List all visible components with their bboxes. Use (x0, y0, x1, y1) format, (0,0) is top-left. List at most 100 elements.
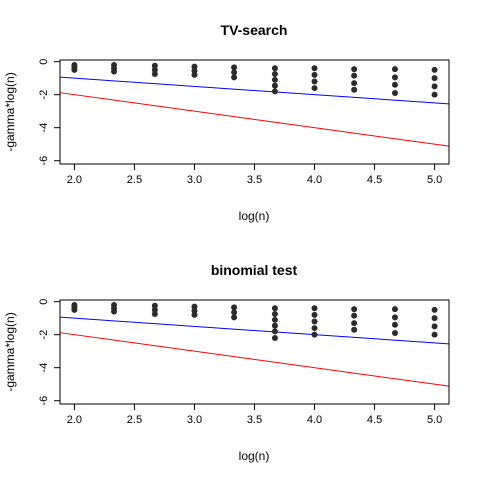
red-reference-line (59, 92, 450, 147)
data-point (431, 83, 438, 90)
data-point (311, 325, 318, 332)
blue-reference-line (59, 76, 450, 105)
data-point (431, 315, 438, 322)
data-point (231, 309, 238, 316)
data-point (231, 314, 238, 321)
data-points (71, 301, 438, 341)
data-point (351, 320, 358, 327)
x-tick-label: 5.0 (427, 414, 442, 426)
x-axis-label: log(n) (239, 449, 270, 463)
data-point (391, 66, 398, 73)
data-point (271, 316, 278, 323)
red-reference-line (59, 332, 450, 387)
y-tick-label: -6 (38, 156, 50, 166)
x-tick-label: 3.0 (187, 174, 202, 186)
data-point (391, 74, 398, 81)
data-point (351, 66, 358, 73)
panel-binomial-test: binomial test log(n) -gamma*log(n) 2.0 2.… (3, 262, 450, 463)
data-point (271, 71, 278, 78)
y-tick-label: -4 (38, 123, 50, 133)
data-point (151, 71, 158, 78)
chart-title: TV-search (221, 22, 288, 38)
data-point (391, 81, 398, 88)
data-point (351, 326, 358, 333)
data-point (271, 322, 278, 329)
data-point (391, 330, 398, 337)
blue-reference-line (59, 316, 450, 345)
data-point (271, 82, 278, 89)
x-axis-label: log(n) (239, 209, 270, 223)
y-axis-label: -gamma*log(n) (3, 72, 17, 151)
data-point (271, 76, 278, 83)
data-point (271, 328, 278, 335)
data-point (351, 306, 358, 313)
data-point (311, 311, 318, 318)
data-point (431, 66, 438, 73)
data-point (271, 88, 278, 95)
data-points (71, 61, 438, 98)
y-tick-label: -2 (38, 330, 50, 340)
data-point (191, 307, 198, 314)
x-tick-label: 4.0 (307, 414, 322, 426)
data-point (71, 66, 78, 73)
data-point (311, 318, 318, 325)
data-point (151, 62, 158, 69)
x-tick-label: 4.5 (367, 414, 382, 426)
data-point (151, 306, 158, 313)
y-axis-label: -gamma*log(n) (3, 312, 17, 391)
data-point (151, 311, 158, 318)
x-tick-label: 3.5 (247, 414, 262, 426)
data-point (191, 71, 198, 78)
y-tick-label: -2 (38, 90, 50, 100)
data-point (311, 331, 318, 338)
data-point (311, 78, 318, 85)
data-point (311, 71, 318, 78)
y-tick-label: 0 (38, 59, 50, 65)
data-point (431, 331, 438, 338)
data-point (191, 303, 198, 310)
data-point (351, 80, 358, 87)
y-tick-label: -4 (38, 363, 50, 373)
data-point (191, 63, 198, 70)
data-point (231, 64, 238, 71)
data-point (431, 75, 438, 82)
x-tick-label: 2.5 (127, 174, 142, 186)
data-point (151, 302, 158, 309)
data-point (431, 323, 438, 330)
x-tick-label: 4.0 (307, 174, 322, 186)
data-point (431, 306, 438, 313)
x-tick-label: 2.0 (67, 174, 82, 186)
plot-frame (59, 299, 450, 405)
data-point (351, 86, 358, 93)
plot-frame (59, 59, 450, 165)
reference-lines (59, 76, 450, 147)
data-point (311, 65, 318, 72)
x-tick-label: 3.5 (247, 174, 262, 186)
data-point (231, 69, 238, 76)
data-point (311, 305, 318, 312)
data-point (71, 306, 78, 313)
data-point (271, 65, 278, 72)
y-tick-label: -6 (38, 396, 50, 406)
x-tick-label: 2.5 (127, 414, 142, 426)
data-point (391, 90, 398, 97)
data-point (391, 314, 398, 321)
data-point (351, 312, 358, 319)
data-point (391, 321, 398, 328)
data-point (191, 311, 198, 318)
reference-lines (59, 316, 450, 387)
data-point (271, 305, 278, 312)
y-tick-label: 0 (38, 299, 50, 305)
x-tick-label: 4.5 (367, 174, 382, 186)
data-point (231, 304, 238, 311)
data-point (351, 72, 358, 79)
data-point (311, 85, 318, 92)
data-point (111, 68, 118, 75)
data-point (271, 311, 278, 318)
data-point (111, 308, 118, 315)
data-point (431, 91, 438, 98)
chart-title: binomial test (211, 262, 298, 278)
data-point (231, 74, 238, 81)
